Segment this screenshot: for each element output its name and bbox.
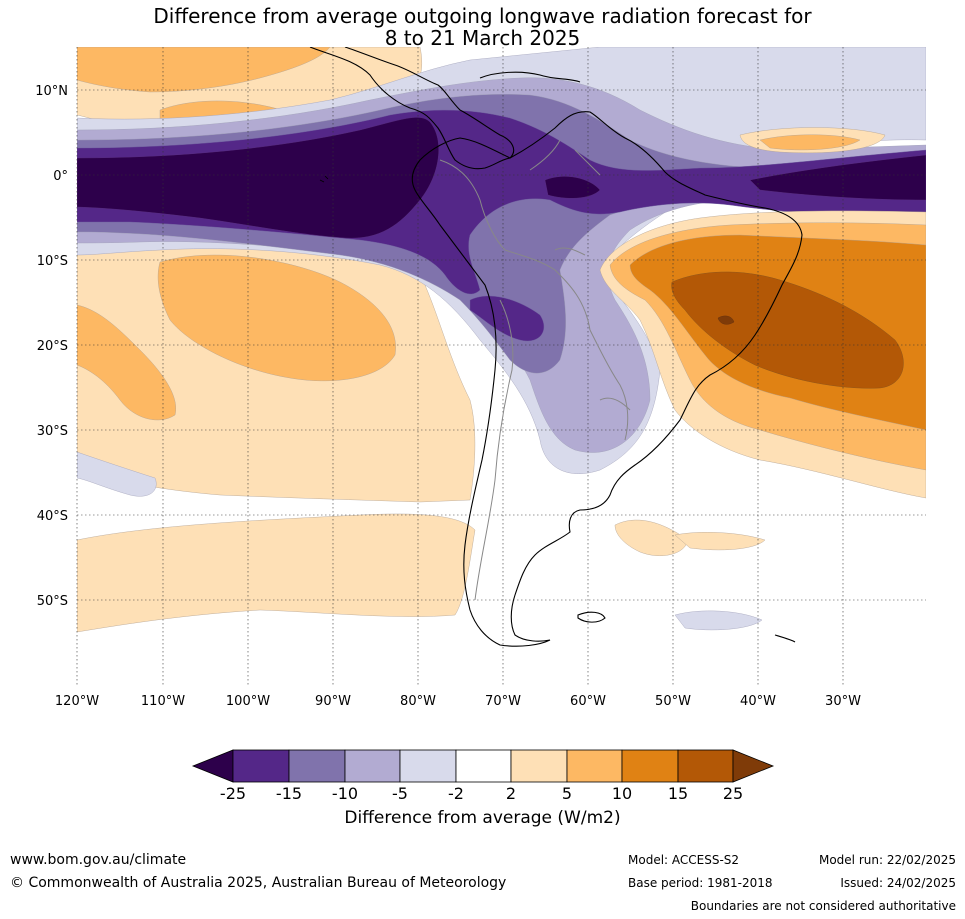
colorbar-tick: -2 [448,784,464,803]
lat-label: 0° [53,169,68,184]
lat-label: 20°S [37,339,68,354]
colorbar-title: Difference from average (W/m2) [344,808,621,828]
colorbar-segment [510,749,568,783]
map-title-line2: 8 to 21 March 2025 [384,26,581,50]
model-run-date: Model run: 22/02/2025 [818,853,956,867]
copyright-notice: © Commonwealth of Australia 2025, Austra… [10,875,507,891]
colorbar-segment [232,749,290,783]
contour-pacific-sw-5to10 [77,304,176,421]
coastline-caribbean [479,71,581,83]
country-borders [439,139,631,601]
colorbar-segment [455,749,512,783]
colorbar-tick: 10 [612,784,632,803]
base-period: Base period: 1981-2018 [628,876,773,890]
contour-satl-neg2to5 [674,610,763,631]
colorbar-segment [344,749,401,783]
colorbar-segment [677,749,734,783]
lat-label: 30°S [37,424,68,439]
contour-amazon-below25 [544,176,601,199]
colorbar-arrow-low [191,749,234,783]
colorbar: -25 -15 -10 -5 -2 2 5 10 15 25 [191,749,775,803]
contour-pacific-sw-neg2to5 [77,451,157,497]
colorbar-segment [621,749,679,783]
coastline-galapagos [319,175,329,183]
lon-label: 50°W [655,694,691,709]
boundaries-disclaimer: Boundaries are not considered authoritat… [690,899,956,913]
colorbar-segment [566,749,623,783]
coastlines [309,47,803,647]
lon-labels: 120°W 110°W 100°W 90°W 80°W 70°W 60°W 50… [55,694,861,709]
coastline-falklands [577,611,606,623]
lon-label: 100°W [226,694,270,709]
lon-label: 80°W [400,694,436,709]
contour-andes-neg15to25 [469,295,545,342]
lat-label: 10°N [35,84,68,99]
lat-label: 10°S [37,254,68,269]
issued-date: Issued: 24/02/2025 [840,876,956,890]
contour-brazil-15to25 [671,271,904,389]
coastline-south-america [411,111,803,647]
coastline-south-georgia [774,634,796,643]
contour-pacific-south-5to10 [157,254,396,382]
lon-label: 120°W [55,694,99,709]
lat-labels: 10°N 0° 10°S 20°S 30°S 40°S 50°S [35,84,68,609]
anomaly-field [77,47,926,685]
lon-label: 60°W [570,694,606,709]
contour-atlantic-north-5to10 [759,134,861,151]
colorbar-tick: 15 [668,784,688,803]
lon-label: 70°W [485,694,521,709]
contour-pacific-north-5to10 [77,47,331,93]
colorbar-segment [288,749,346,783]
lat-label: 40°S [37,509,68,524]
contour-satl-2to5-b [674,532,766,551]
colorbar-tick: -25 [220,784,246,803]
contour-atlantic-below25 [749,154,926,201]
contour-brazil-above25 [717,315,735,325]
lon-label: 30°W [825,694,861,709]
colorbar-tick: 5 [562,784,572,803]
contour-satl-2to5-a [614,519,689,556]
colorbar-tick: -10 [332,784,358,803]
colorbar-tick: 25 [723,784,743,803]
colorbar-tick: -5 [392,784,408,803]
contour-itcz-below25 [77,117,439,239]
source-url: www.bom.gov.au/climate [10,852,187,868]
model-name: Model: ACCESS-S2 [628,853,740,867]
map-title-line1: Difference from average outgoing longwav… [153,4,812,28]
lon-label: 110°W [141,694,185,709]
graticule [76,47,926,685]
colorbar-segment [399,749,457,783]
lon-label: 40°W [740,694,776,709]
colorbar-tick: 2 [506,784,516,803]
lon-label: 90°W [315,694,351,709]
colorbar-arrow-high [732,749,775,783]
coastline-central-america [309,47,515,170]
colorbar-tick: -15 [276,784,302,803]
lat-label: 50°S [37,594,68,609]
contour-pacific-far-south-2to5 [77,513,476,633]
